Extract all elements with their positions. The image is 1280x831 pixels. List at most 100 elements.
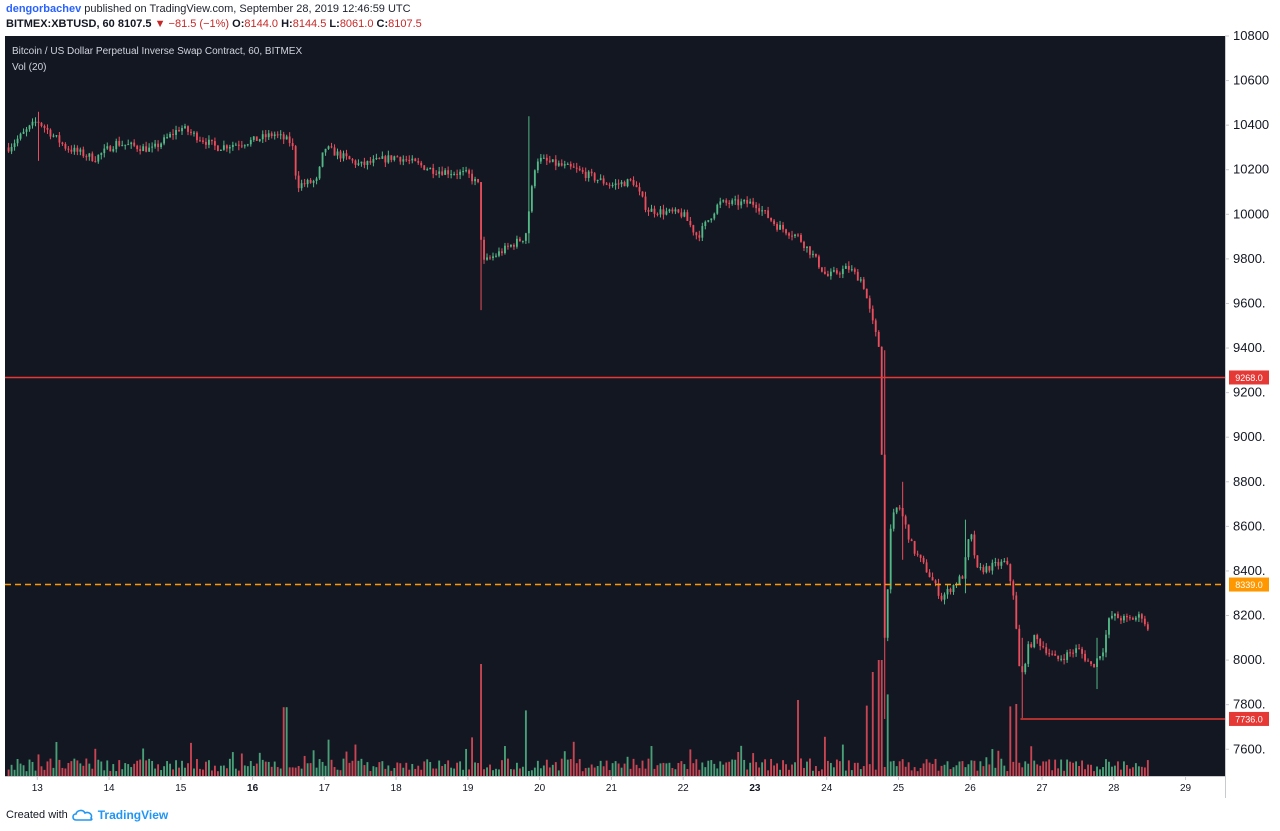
volume-bar [937,770,940,776]
candle-body [755,204,758,209]
time-axis[interactable]: 13 14 15 16 17 18 19 20 21 22 23 24 25 26 27 28 29 [32,776,1192,794]
candle-body [276,134,279,136]
candle-body [300,183,303,189]
price-axis-label: 9200. [1233,385,1266,400]
time-axis-label: 26 [965,783,977,794]
author-name[interactable]: dengorbachev [6,3,82,15]
volume-bar [40,766,43,776]
candle-body [964,557,967,579]
volume-bar [222,765,225,776]
ohlc-header: BITMEX:XBTUSD, 60 8107.5 ▼ −81.5 (−1%) O… [6,18,422,30]
candle-body [608,184,611,186]
volume-bar [345,751,348,776]
volume-bar [52,767,55,776]
candle-body [901,508,904,517]
publish-info: dengorbachev published on TradingView.co… [6,3,411,15]
volume-bar [898,761,901,776]
volume-bar [294,767,297,776]
price-axis-label: 7600. [1233,741,1266,756]
candle-body [626,179,629,187]
candle-body [411,158,414,161]
candle-body [521,240,524,242]
volume-bar [432,768,435,776]
candle-body [166,137,168,139]
volume-bar [13,769,16,776]
volume-bar [43,769,46,776]
candle-body [210,139,213,142]
volume-bar [964,767,967,776]
volume-bar [928,762,931,776]
candle-body [1078,648,1081,650]
volume-bar [1036,764,1039,776]
candle-body [184,126,186,129]
candle-body [1045,647,1048,654]
candle-body [106,146,109,149]
volume-bar [1060,759,1063,776]
candle-body [279,134,282,136]
volume-bar [904,766,907,776]
chart-background [5,36,1225,776]
candle-body [270,133,273,137]
candle-body [28,125,31,130]
candle-body [249,139,252,145]
volume-bar [844,770,847,776]
volume-bar [486,767,488,776]
volume-bar [291,767,294,776]
candle-body [518,238,521,242]
candle-body [118,141,121,146]
volume-bar [958,761,961,776]
volume-bar [1018,762,1021,776]
candle-body [456,173,459,175]
volume-bar [405,762,408,776]
volume-bar [441,765,444,776]
candle-body [351,159,354,161]
candle-body [363,161,366,165]
volume-bar [46,761,49,776]
symbol-label: BITMEX:XBTUSD, 60 [6,18,115,30]
candle-body [228,147,231,149]
candle-body [551,159,554,162]
candle-body [498,251,500,256]
volume-bar [456,762,459,776]
volume-bar [620,767,623,776]
candle-body [970,534,973,540]
candle-body [1072,652,1075,654]
volume-bar [495,768,497,776]
candle-body [438,171,441,174]
volume-bar [862,766,865,776]
candle-body [88,153,91,157]
volume-bar [1128,768,1131,776]
candle-body [898,507,901,509]
volume-bar [234,768,237,776]
volume-bar [988,764,991,776]
volume-bar [261,759,264,776]
volume-bar [1057,768,1060,776]
volume-bar [1078,766,1081,776]
candle-body [1030,644,1033,648]
volume-bar [300,768,303,776]
candle-body [536,161,539,171]
volume-bar [330,759,333,776]
candle-body [1015,595,1018,629]
volume-bar [333,767,336,776]
volume-bar [228,758,231,776]
volume-bar [557,770,560,776]
tradingview-brand[interactable]: TradingView [97,808,169,822]
candle-body [1009,564,1012,582]
price-line-label-box [1229,711,1269,726]
volume-bar [683,764,686,776]
volume-bar [542,765,545,776]
volume-bar [216,771,219,776]
candle-body [761,210,764,212]
price-axis[interactable]: 7600. 7800. 8000. 8200. 8400. 8600. 8800. 9000.… [1225,28,1269,756]
candle-body [1134,617,1137,620]
volume-bar [462,769,465,776]
price-axis-label: 7800. [1233,697,1266,712]
candle-body [925,562,928,573]
candle-body [976,555,979,568]
volume-bar [841,744,844,776]
price-axis-background [1225,36,1280,776]
candle-body [1066,652,1069,660]
volume-bar [1123,761,1125,776]
